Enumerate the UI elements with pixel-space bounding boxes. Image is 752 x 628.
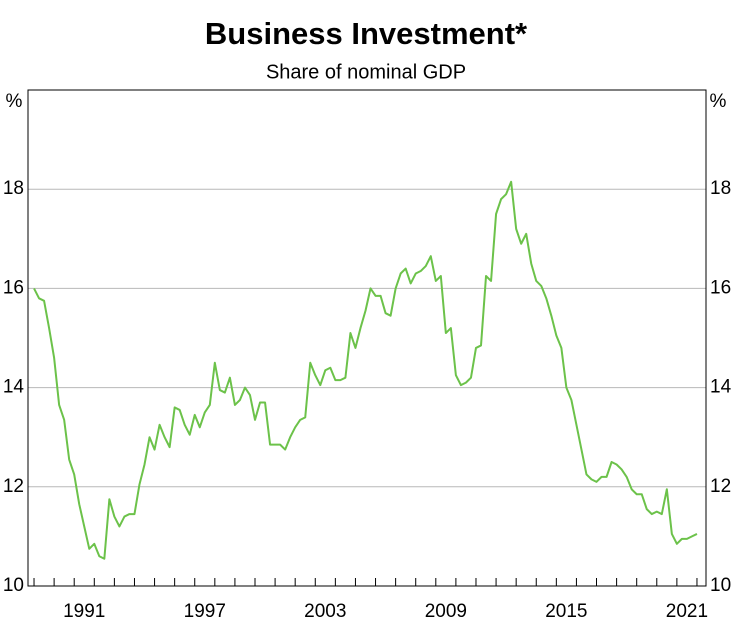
x-tick-label: 2021 [666,601,708,622]
y-tick-label-left: 10 [3,575,24,596]
y-unit-left: % [6,91,23,112]
x-tick-label: 2003 [304,601,346,622]
chart-title: Business Investment* [205,16,528,51]
x-tick-label: 2009 [425,601,467,622]
chart-subtitle: Share of nominal GDP [266,61,466,83]
y-tick-label-left: 14 [3,377,25,398]
y-unit-right: % [710,91,727,112]
y-tick-label-right: 14 [710,377,732,398]
x-tick-label: 1997 [184,601,226,622]
y-tick-label-left: 12 [3,476,24,497]
plot-frame [27,89,707,587]
y-tick-label-right: 12 [710,476,731,497]
data-line [33,180,698,560]
y-tick-label-left: 18 [3,178,24,199]
x-tick-label: 2015 [545,601,587,622]
y-tick-label-right: 18 [710,178,731,199]
x-tick-label: 1991 [63,601,105,622]
y-tick-label-right: 10 [710,575,731,596]
y-tick-label-left: 16 [3,277,24,298]
y-tick-label-right: 16 [710,277,731,298]
